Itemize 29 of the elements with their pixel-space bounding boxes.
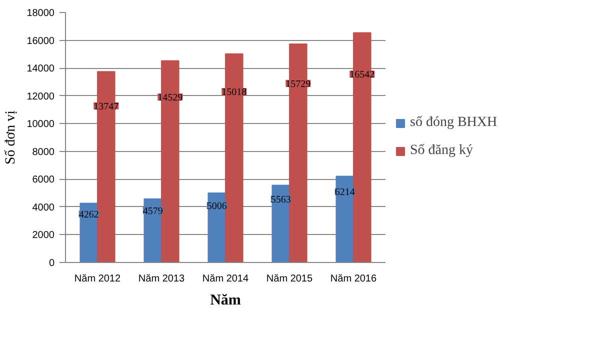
data-label: 5563 [270,194,291,206]
y-axis-title: Số đơn vị [4,110,19,165]
y-tick-label: 14000 [26,64,55,75]
y-tick-label: 4000 [32,202,55,214]
data-label: 13747 [94,101,119,112]
data-label: 4262 [78,209,99,220]
data-label: 6214 [334,187,355,198]
y-tick-label: 16000 [26,36,55,47]
y-tick-label: 18000 [26,8,55,19]
data-label: 14529 [158,92,183,104]
x-axis-title: Năm [210,292,242,308]
data-label: 15729 [286,78,311,90]
y-tick-label: 8000 [32,146,55,158]
data-label: 4579 [142,206,163,217]
x-tick-label: Năm 2013 [138,274,186,284]
y-tick-label: 2000 [32,230,55,242]
y-tick-label: 10000 [26,119,55,130]
x-tick-label: Năm 2016 [330,274,378,284]
data-label: 15018 [222,86,247,98]
y-tick-label: 0 [48,258,55,269]
y-tick-label: 6000 [32,174,55,186]
y-tick-label: 12000 [26,91,55,102]
data-label: 16542 [350,70,375,81]
x-tick-label: Năm 2015 [266,274,314,284]
legend-label: Số đăng ký [410,143,473,159]
data-label: 5006 [206,200,227,212]
x-tick-label: Năm 2014 [202,274,250,284]
legend-label: số đóng BHXH [410,115,498,131]
x-tick-label: Năm 2012 [74,274,122,284]
